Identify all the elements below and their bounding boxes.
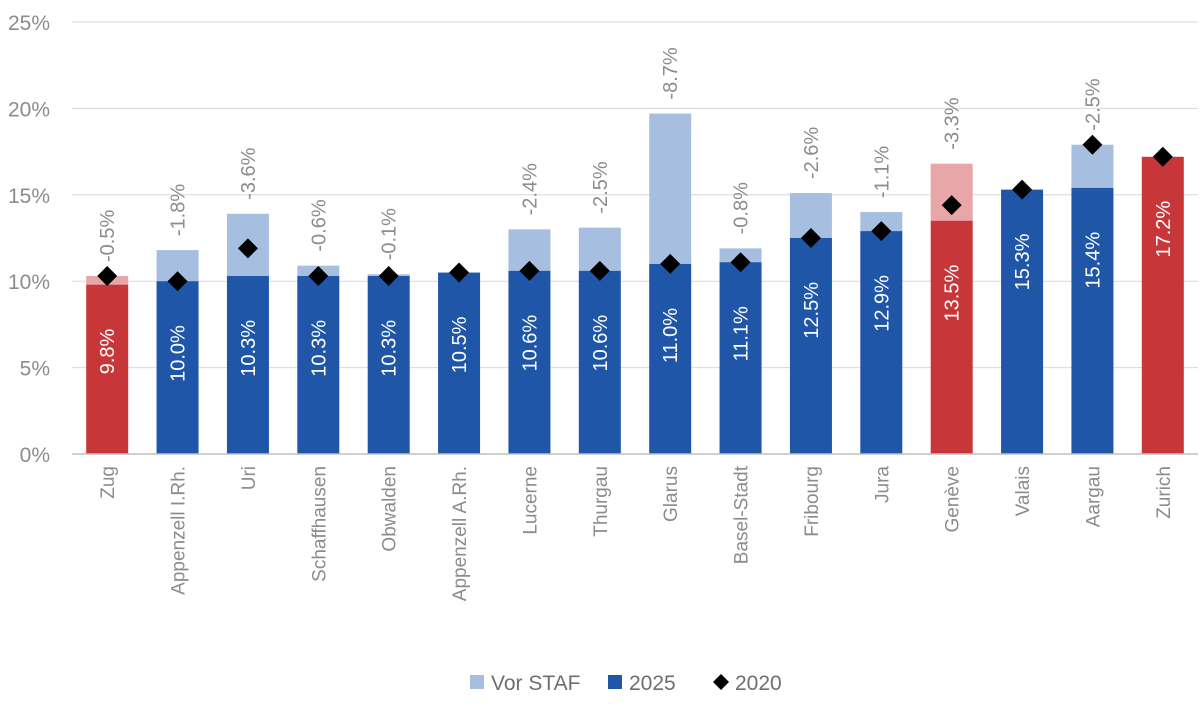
value-label: 15.3% bbox=[1012, 233, 1034, 290]
x-tick-label: Schaffhausen bbox=[309, 466, 330, 582]
bar-2025 bbox=[508, 270, 551, 454]
x-tick-label: Valais bbox=[1013, 466, 1034, 516]
bar-2025 bbox=[226, 276, 269, 454]
diff-label: -8.7% bbox=[660, 47, 682, 99]
bar-2025 bbox=[1071, 187, 1114, 454]
bar-2025 bbox=[438, 272, 481, 454]
bar-2025 bbox=[649, 263, 692, 454]
legend-diamond-icon bbox=[713, 674, 729, 690]
value-label: 10.0% bbox=[168, 325, 190, 382]
bar-2025 bbox=[789, 238, 832, 454]
legend: Vor STAF 2025 2020 bbox=[470, 672, 782, 695]
y-tick-label: 15% bbox=[8, 185, 50, 208]
marker-2020 bbox=[589, 260, 610, 281]
marker-2020 bbox=[941, 195, 962, 216]
diff-label: -1.1% bbox=[871, 146, 893, 198]
x-tick-label: Appenzell I.Rh. bbox=[169, 466, 190, 595]
value-label: 11.1% bbox=[731, 306, 753, 361]
diff-label: -2.5% bbox=[590, 161, 612, 213]
x-tick-label: Thurgau bbox=[591, 466, 612, 537]
marker-2020 bbox=[167, 271, 188, 292]
y-tick-label: 0% bbox=[20, 444, 50, 467]
bar-2025 bbox=[1141, 156, 1184, 454]
value-label: 10.6% bbox=[519, 315, 541, 372]
bar-2025 bbox=[1001, 189, 1044, 454]
diff-label: -0.8% bbox=[731, 182, 753, 234]
legend-swatch bbox=[470, 675, 484, 689]
diff-label: -1.8% bbox=[168, 184, 190, 236]
bar-2025 bbox=[719, 262, 762, 454]
x-tick-label: Fribourg bbox=[802, 466, 823, 537]
value-label: 17.2% bbox=[1153, 201, 1175, 258]
marker-2020 bbox=[1082, 134, 1103, 155]
value-label: 10.3% bbox=[238, 320, 260, 377]
legend-label: 2025 bbox=[629, 672, 676, 695]
diff-label: -2.5% bbox=[1082, 78, 1104, 130]
marker-2020 bbox=[449, 262, 470, 283]
marker-2020 bbox=[730, 252, 751, 273]
value-label: 15.4% bbox=[1082, 232, 1104, 289]
marker-2020 bbox=[97, 266, 118, 287]
bar-2025 bbox=[578, 270, 621, 454]
value-label: 10.5% bbox=[449, 316, 471, 373]
data-labels: 9.8% -0.5% 10.0% -1.8% 10.3% -3.6% 10.3% -0.6% 1… bbox=[97, 47, 1175, 382]
legend-label: 2020 bbox=[735, 672, 782, 695]
diff-label: -0.6% bbox=[308, 199, 330, 251]
diff-label: -3.6% bbox=[238, 147, 260, 199]
bar-2025 bbox=[860, 231, 903, 454]
diff-label: -2.6% bbox=[801, 127, 823, 179]
x-tick-label: Lucerne bbox=[520, 466, 541, 535]
bar-2025 bbox=[86, 284, 129, 454]
bar-2025 bbox=[156, 281, 199, 454]
value-label: 10.3% bbox=[308, 320, 330, 377]
x-tick-label: Basel-Stadt bbox=[732, 465, 753, 564]
y-axis: 0% 5% 10% 15% 20% 25% bbox=[8, 12, 50, 467]
y-tick-label: 25% bbox=[8, 12, 50, 35]
value-label: 10.3% bbox=[379, 320, 401, 377]
value-label: 10.6% bbox=[590, 315, 612, 372]
diff-label: -0.1% bbox=[379, 208, 401, 260]
y-tick-label: 10% bbox=[8, 271, 50, 294]
markers-2020 bbox=[97, 134, 1173, 292]
x-tick-label: Zurich bbox=[1154, 466, 1175, 519]
x-tick-label: Obwalden bbox=[380, 466, 401, 552]
value-label: 9.8% bbox=[97, 328, 119, 374]
marker-2020 bbox=[871, 221, 892, 242]
value-label: 13.5% bbox=[942, 265, 964, 322]
value-label: 11.0% bbox=[660, 308, 682, 363]
marker-2020 bbox=[1012, 179, 1033, 200]
marker-2020 bbox=[660, 253, 681, 274]
marker-2020 bbox=[308, 266, 329, 287]
x-tick-label: Jura bbox=[872, 466, 893, 503]
x-tick-label: Appenzell A.Rh. bbox=[450, 466, 471, 601]
value-label: 12.9% bbox=[871, 275, 893, 332]
marker-2020 bbox=[800, 228, 821, 248]
x-axis: Zug Appenzell I.Rh. Uri Schaffhausen Obwalde… bbox=[72, 453, 1198, 601]
x-tick-label: Uri bbox=[239, 466, 260, 490]
bar-2025 bbox=[367, 276, 410, 454]
x-tick-label: Glarus bbox=[661, 466, 682, 522]
marker-2020 bbox=[519, 260, 540, 281]
y-tick-label: 5% bbox=[20, 358, 50, 381]
bar-2025 bbox=[297, 276, 340, 454]
diff-label: -0.5% bbox=[97, 210, 119, 262]
marker-2020 bbox=[1152, 146, 1173, 167]
marker-2020 bbox=[237, 238, 258, 259]
value-label: 12.5% bbox=[801, 282, 823, 339]
marker-2020 bbox=[378, 266, 399, 287]
bar-vor-staf bbox=[649, 113, 692, 264]
y-tick-label: 20% bbox=[8, 98, 50, 121]
legend-swatch bbox=[608, 675, 622, 689]
legend-label: Vor STAF bbox=[491, 672, 580, 695]
bar-2025 bbox=[930, 220, 973, 454]
diff-label: -2.4% bbox=[519, 163, 541, 215]
x-tick-label: Zug bbox=[98, 466, 119, 499]
x-tick-label: Aargau bbox=[1083, 466, 1104, 527]
diff-label: -3.3% bbox=[942, 97, 964, 149]
x-tick-label: Genève bbox=[943, 466, 964, 533]
